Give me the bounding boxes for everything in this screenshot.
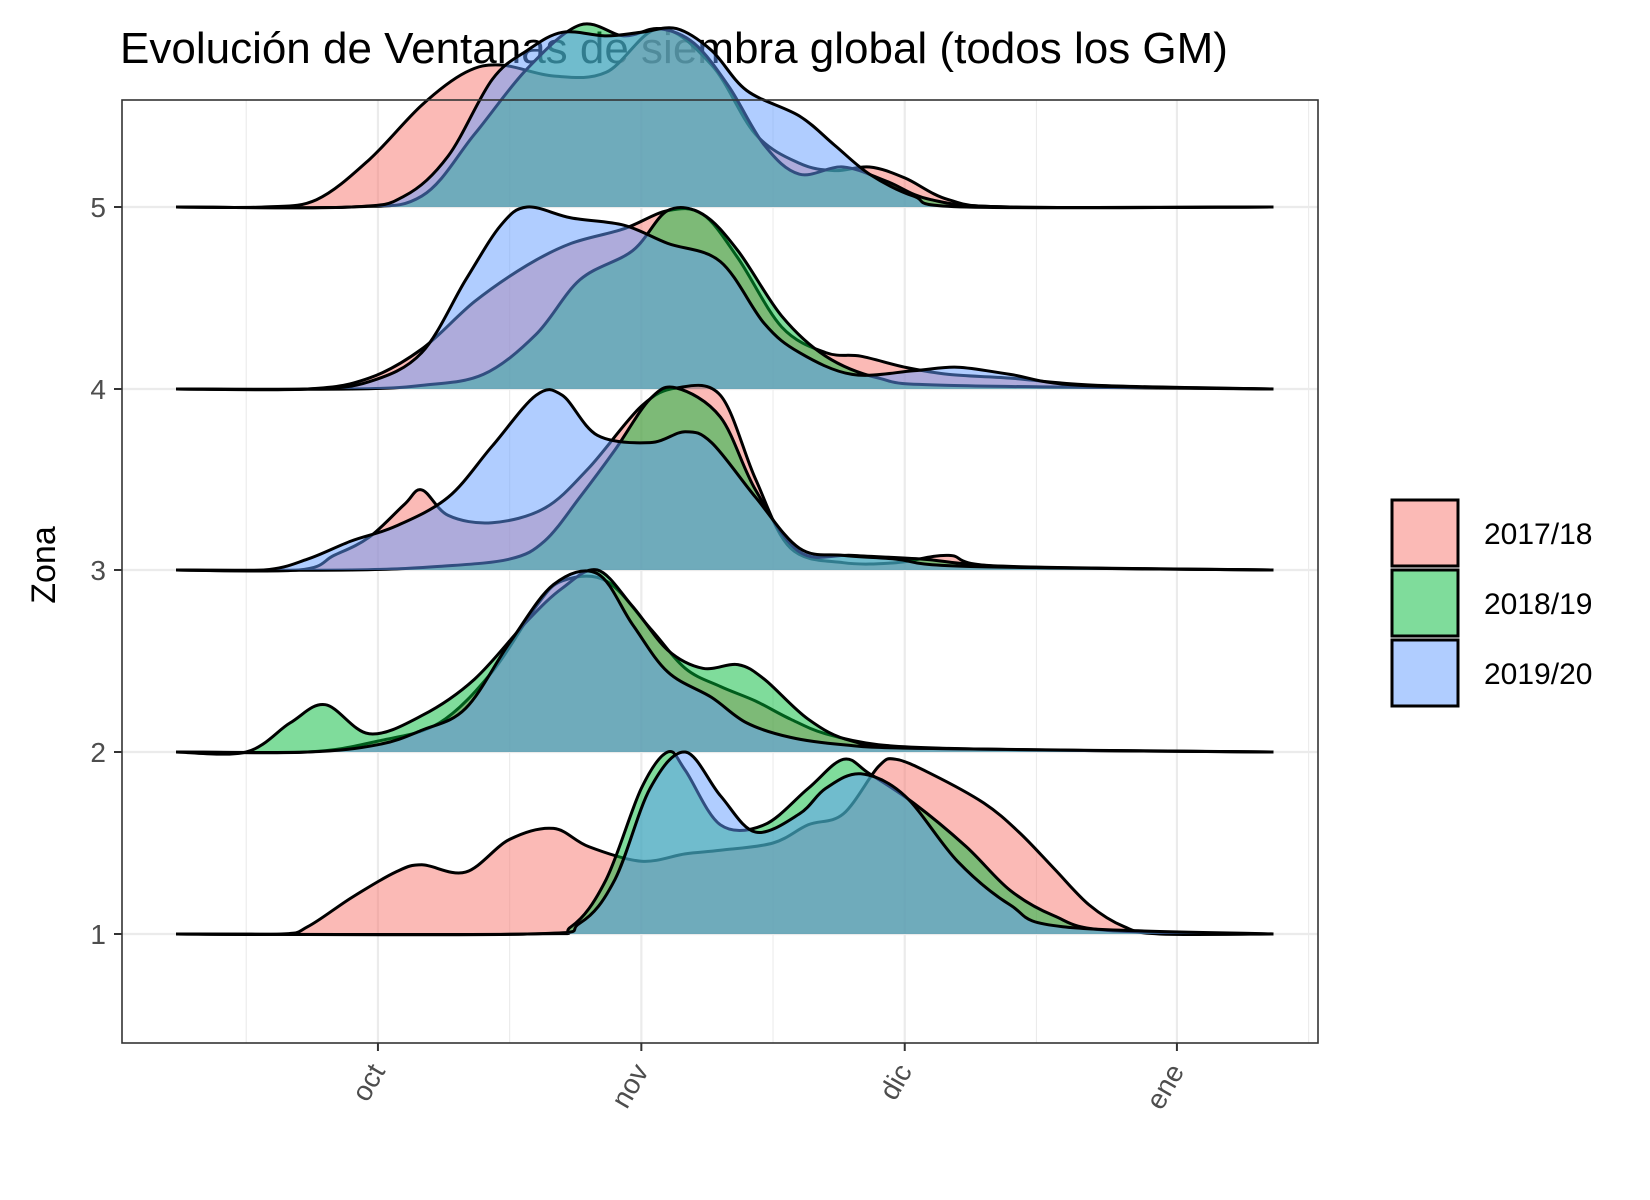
ridge-area-zona-2-2019-20 <box>176 570 1274 753</box>
y-axis-label: Zona <box>25 526 63 604</box>
ridge-line-zona-3-2019-20 <box>175 388 1274 573</box>
legend-label: 2018/19 <box>1484 588 1592 621</box>
legend-key-2017-18 <box>1390 498 1460 568</box>
ridge-area-zona-2-2018-19 <box>176 569 1274 755</box>
legend-key-2019-20 <box>1390 638 1460 708</box>
ridge-line-zona-2-2018-19 <box>175 568 1274 756</box>
panel-border <box>121 99 1319 1044</box>
x-tick-label: oct <box>346 1058 392 1106</box>
plot-panel <box>121 22 1319 1044</box>
ridge-area-zona-3-2019-20 <box>176 389 1274 571</box>
y-tick-label: 1 <box>90 919 106 950</box>
ridge-line-zona-1-2019-20 <box>175 750 1274 937</box>
y-tick-label: 5 <box>90 192 106 223</box>
x-tick-label: dic <box>873 1059 918 1106</box>
ridge-line-zona-4-2019-20 <box>175 205 1274 392</box>
ridge-line-zona-2-2019-20 <box>175 569 1274 755</box>
ridge-area-zona-5-2019-20 <box>176 27 1274 208</box>
x-tick-label: ene <box>1140 1059 1190 1115</box>
legend: 2017/18 2018/19 2019/20 <box>1390 498 1592 708</box>
y-tick-label: 2 <box>90 737 106 768</box>
legend-label: 2019/20 <box>1484 658 1592 691</box>
ridge-line-zona-1-2018-19 <box>175 749 1274 937</box>
legend-label: 2017/18 <box>1484 518 1592 551</box>
ridge-line-zona-5-2019-20 <box>175 26 1274 210</box>
x-tick-label: nov <box>605 1059 654 1114</box>
ridge-area-zona-4-2019-20 <box>176 206 1274 390</box>
y-tick-label: 4 <box>90 374 106 405</box>
legend-key-2018-19 <box>1390 568 1460 638</box>
ridge-area-zona-1-2019-20 <box>176 751 1274 935</box>
y-tick-label: 3 <box>90 555 106 586</box>
